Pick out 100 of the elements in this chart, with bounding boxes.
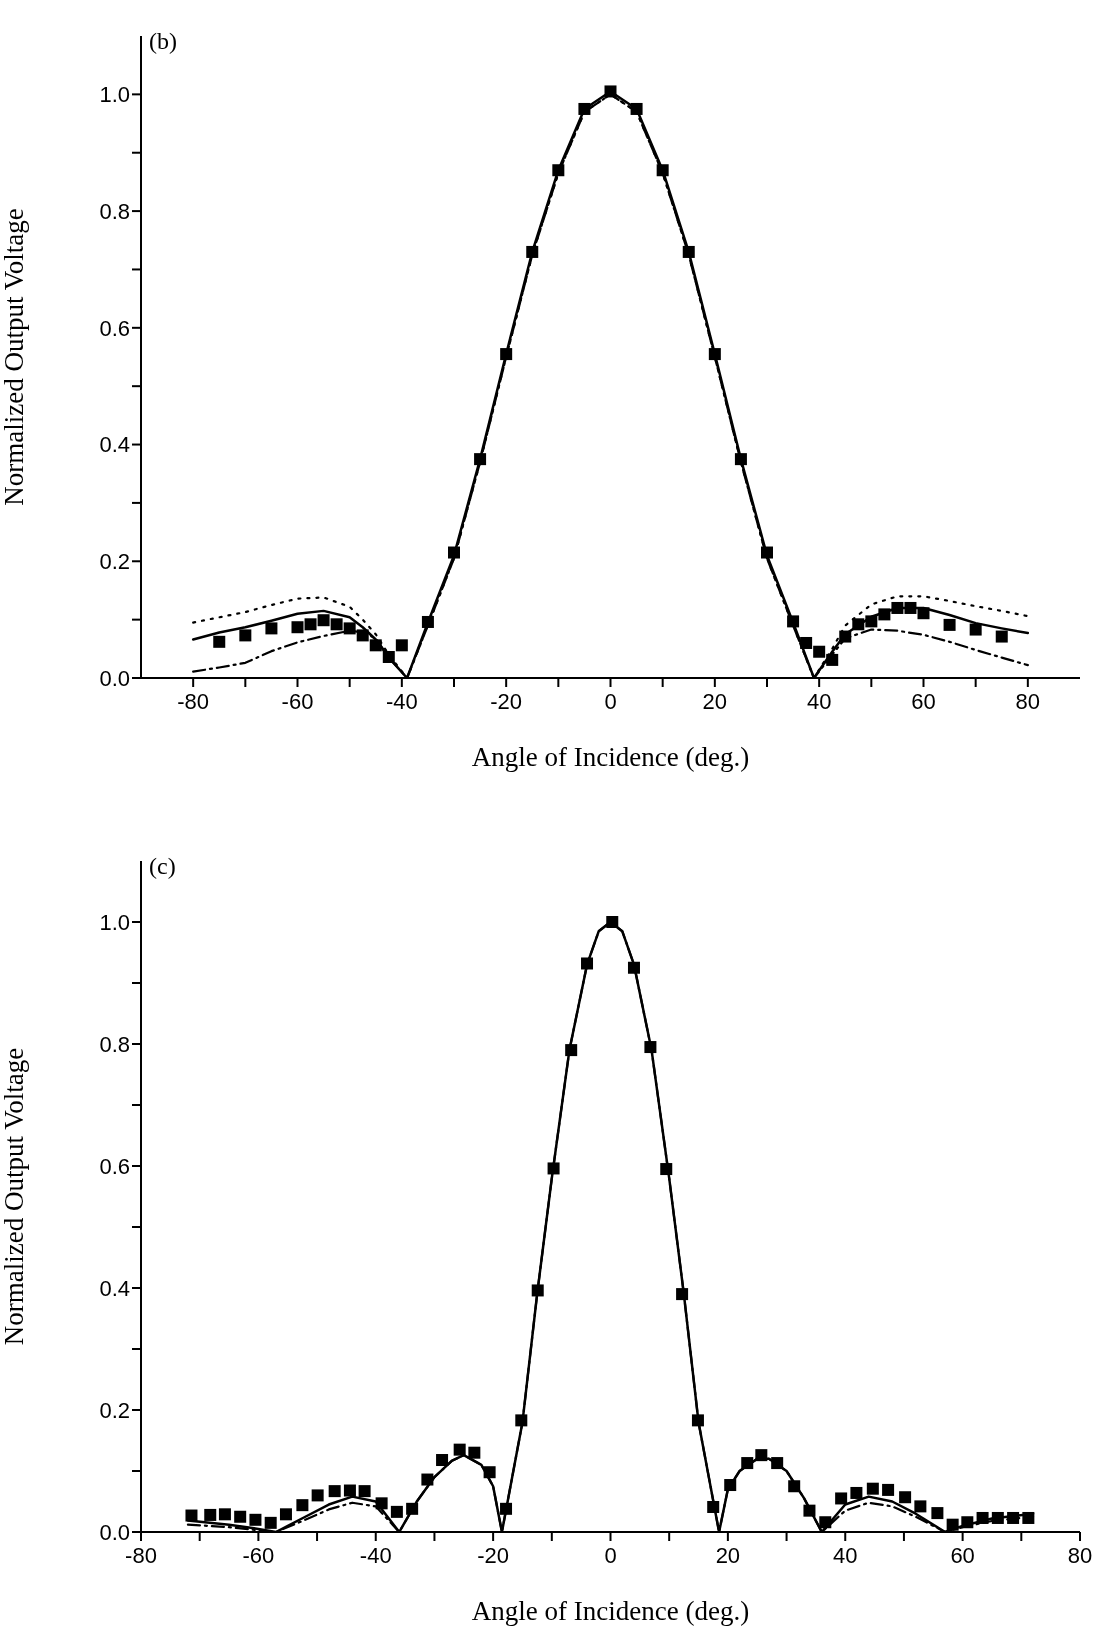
x-tick-label: -60 [242, 1542, 275, 1568]
x-tick-label: -20 [477, 1542, 510, 1568]
x-tick-label: 20 [715, 1542, 741, 1568]
point [891, 601, 904, 614]
point [606, 916, 619, 928]
y-tick-label: 1.0 [99, 82, 130, 108]
point [213, 635, 226, 648]
point [946, 1518, 959, 1531]
point [904, 601, 917, 614]
x-tick-label: 60 [911, 688, 936, 714]
x-tick-label: -20 [490, 688, 523, 714]
point [358, 1485, 371, 1498]
point [865, 615, 878, 628]
point [453, 1443, 466, 1456]
point [468, 1446, 481, 1459]
point [218, 1508, 231, 1521]
point [707, 1500, 720, 1513]
point [771, 1457, 784, 1470]
point [234, 1510, 247, 1523]
point [547, 1162, 560, 1175]
point [691, 1414, 704, 1427]
point [991, 1511, 1004, 1524]
point [474, 453, 487, 466]
point [931, 1507, 944, 1520]
point [239, 629, 252, 642]
point [448, 546, 460, 559]
point [421, 615, 434, 628]
point [852, 618, 865, 631]
point [682, 245, 695, 258]
point [630, 102, 643, 115]
point [761, 546, 773, 559]
point [436, 1454, 449, 1467]
y-tick-label: 0.0 [99, 665, 130, 691]
point [311, 1489, 324, 1502]
x-tick-label: 20 [702, 688, 728, 714]
y-axis-title: Normalized Output Voltage [0, 1047, 29, 1346]
y-tick-label: 0.2 [99, 549, 130, 575]
y-tick-label: 0.0 [99, 1519, 130, 1545]
point [914, 1500, 927, 1513]
point [866, 1482, 879, 1495]
point [850, 1486, 863, 1499]
point [878, 608, 891, 621]
point [755, 1449, 768, 1462]
point [734, 453, 747, 466]
y-tick-label: 1.0 [99, 909, 130, 935]
x-tick-label: -40 [385, 688, 418, 714]
point [395, 639, 408, 652]
y-tick-label: 0.8 [99, 1031, 130, 1057]
point [839, 630, 852, 643]
x-axis-title: Angle of Incidence (deg.) [471, 742, 750, 772]
point [279, 1508, 292, 1521]
annotation: (b) [149, 28, 177, 55]
y-tick-label: 0.4 [99, 1275, 130, 1301]
point [531, 1284, 544, 1297]
point [819, 1516, 832, 1529]
point [813, 645, 826, 658]
point [406, 1502, 419, 1515]
point [976, 1511, 989, 1524]
point [969, 623, 982, 636]
point [382, 650, 395, 663]
point [800, 636, 813, 649]
x-axis-title: Angle of Incidence (deg.) [471, 1596, 750, 1626]
x-tick-label: -60 [281, 688, 314, 714]
annotation: (c) [149, 853, 176, 880]
point [741, 1457, 754, 1470]
y-axis-title: Normalized Output Voltage [0, 208, 29, 506]
y-tick-label: 0.6 [99, 1153, 130, 1179]
x-tick-label: 60 [950, 1542, 975, 1568]
point [343, 622, 356, 635]
point [264, 1516, 277, 1529]
point [204, 1508, 217, 1521]
point [826, 653, 839, 666]
x-tick-label: 40 [833, 1542, 858, 1568]
y-tick-label: 0.2 [99, 1397, 130, 1423]
point [724, 1479, 737, 1492]
point [369, 639, 382, 652]
point [788, 1480, 801, 1493]
point [787, 615, 800, 628]
point [676, 1288, 689, 1301]
x-tick-label: -40 [359, 1542, 392, 1568]
point [500, 348, 513, 361]
point [265, 622, 278, 635]
point [296, 1499, 309, 1512]
point [291, 621, 304, 634]
x-tick-label: 0 [604, 688, 617, 714]
point [356, 629, 369, 642]
point [581, 957, 594, 970]
y-tick-label: 0.4 [99, 432, 130, 458]
point [604, 85, 617, 98]
point [565, 1044, 578, 1057]
point [317, 614, 330, 627]
point [330, 618, 343, 631]
point [185, 1509, 198, 1522]
point [917, 607, 930, 620]
point [343, 1484, 356, 1497]
point [644, 1041, 657, 1054]
point [515, 1414, 528, 1427]
point [803, 1504, 816, 1517]
x-tick-label: 40 [806, 688, 832, 714]
point [899, 1491, 912, 1504]
